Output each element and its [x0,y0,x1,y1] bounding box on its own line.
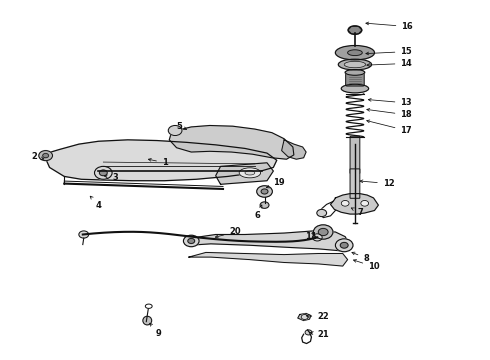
Text: 1: 1 [148,158,168,167]
Ellipse shape [313,234,322,241]
Ellipse shape [188,238,195,243]
Ellipse shape [305,330,312,335]
Ellipse shape [43,153,49,158]
Ellipse shape [341,84,368,93]
Text: 12: 12 [360,179,394,188]
Text: 8: 8 [352,252,369,263]
Text: 13: 13 [368,98,412,107]
Text: 19: 19 [267,178,285,188]
Ellipse shape [314,225,333,239]
Ellipse shape [345,69,365,75]
FancyBboxPatch shape [350,169,360,198]
Polygon shape [169,126,294,159]
FancyBboxPatch shape [345,73,364,86]
Ellipse shape [335,45,374,60]
Polygon shape [331,194,378,214]
Text: 7: 7 [351,208,363,217]
Text: 16: 16 [366,22,413,31]
Ellipse shape [338,59,371,70]
Text: 10: 10 [353,260,380,271]
Ellipse shape [79,231,89,238]
Ellipse shape [361,201,368,206]
Text: 5: 5 [176,122,187,131]
Ellipse shape [301,315,308,319]
Text: 15: 15 [366,47,412,56]
Text: 20: 20 [215,228,241,238]
Ellipse shape [347,50,362,55]
FancyBboxPatch shape [350,136,360,174]
Ellipse shape [340,242,348,248]
Ellipse shape [317,210,327,217]
Text: 2: 2 [31,152,44,161]
Text: 22: 22 [306,312,329,321]
Text: 9: 9 [150,323,162,338]
Text: 4: 4 [90,196,102,210]
Ellipse shape [239,168,261,178]
Text: 6: 6 [255,205,262,220]
Ellipse shape [348,26,362,35]
Ellipse shape [95,166,112,179]
Text: 11: 11 [305,232,317,241]
Ellipse shape [318,228,328,235]
Ellipse shape [344,61,366,68]
Text: 18: 18 [367,108,412,119]
Ellipse shape [260,202,269,208]
Ellipse shape [257,186,272,197]
Polygon shape [189,252,347,266]
Ellipse shape [341,201,349,206]
Text: 14: 14 [367,59,412,68]
Ellipse shape [183,235,199,247]
Ellipse shape [99,170,107,176]
Text: 17: 17 [367,120,412,135]
Polygon shape [282,140,306,159]
Polygon shape [216,163,273,184]
Polygon shape [44,140,277,181]
Ellipse shape [39,150,52,161]
Text: 21: 21 [310,330,329,339]
Polygon shape [187,231,350,251]
Ellipse shape [245,171,255,175]
Ellipse shape [143,316,152,325]
Ellipse shape [261,189,268,194]
Ellipse shape [335,239,353,252]
Text: 3: 3 [104,173,118,182]
Ellipse shape [168,126,182,135]
Polygon shape [298,314,311,320]
